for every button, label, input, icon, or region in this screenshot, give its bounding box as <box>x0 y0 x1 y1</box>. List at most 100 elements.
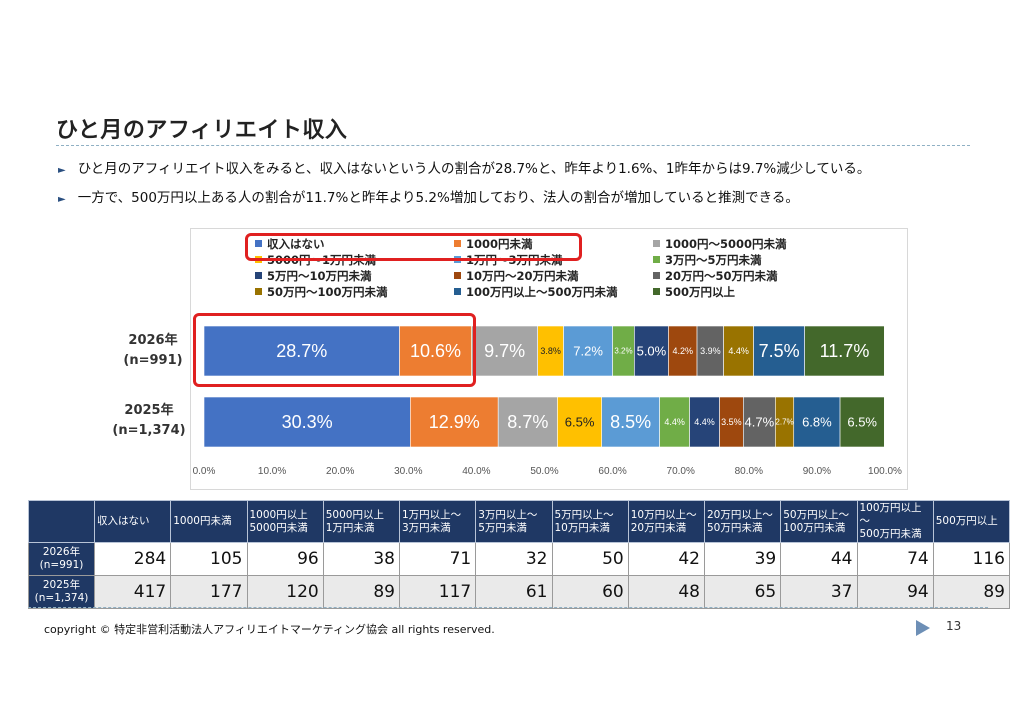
category-label-2026: 2026年 (n=991) <box>108 331 198 371</box>
legend-swatch <box>653 256 660 263</box>
legend-swatch <box>653 288 660 295</box>
data-label: 4.7% <box>745 415 775 430</box>
table-column-header: 5万円以上～ 10万円未満 <box>551 500 629 543</box>
stacked-bar-chart: 収入はない 1000円未満 1000円～5000円未満 5000円～1万円未満 1万円～… <box>190 228 908 490</box>
table-cell: 284 <box>93 542 172 576</box>
legend-label: 3万円～5万円未満 <box>665 253 762 267</box>
bar-segment <box>203 325 400 377</box>
table-column-header: 1000円未満 <box>170 500 248 543</box>
bullet-1-text: ひと月のアフィリエイト収入をみると、収入はないという人の割合が28.7%と、昨年… <box>77 161 871 177</box>
table-cell: 117 <box>398 575 477 609</box>
legend-item: 500万円以上 <box>653 284 735 300</box>
data-label: 4.4% <box>728 346 749 356</box>
table-cell: 417 <box>93 575 172 609</box>
legend-swatch <box>653 240 660 247</box>
x-tick-label: 20.0% <box>326 466 354 477</box>
table-cell: 42 <box>627 542 706 576</box>
bar-segment <box>634 325 669 377</box>
legend-swatch <box>454 288 461 295</box>
x-tick-label: 100.0% <box>868 466 902 477</box>
category-label-2026-n: (n=991) <box>123 353 183 368</box>
x-tick-label: 80.0% <box>735 466 763 477</box>
slide-title: ひと月のアフィリエイト収入 <box>56 118 348 143</box>
data-label: 6.5% <box>847 415 877 430</box>
table-column-header: 500万円以上 <box>932 500 1011 543</box>
table-row-header: 2025年 (n=1,374) <box>28 575 95 609</box>
bar-segment <box>563 325 613 377</box>
bar-segment <box>659 396 690 448</box>
table-cell: 116 <box>932 542 1011 576</box>
x-tick-label: 30.0% <box>394 466 422 477</box>
data-label: 6.8% <box>802 415 832 430</box>
data-label: 4.2% <box>672 346 693 356</box>
legend-label: 100万円以上～500万円未満 <box>466 285 618 299</box>
table-column-header: 収入はない <box>93 500 172 543</box>
table-cell: 50 <box>551 542 629 576</box>
category-label-2026-year: 2026年 <box>128 333 178 348</box>
legend-item: 3万円～5万円未満 <box>653 252 762 268</box>
table-cell: 96 <box>246 542 324 576</box>
bar-segment <box>668 325 698 377</box>
x-tick-label: 60.0% <box>598 466 626 477</box>
legend-label: 10万円～20万円未満 <box>466 269 579 283</box>
bar-segment <box>601 396 660 448</box>
table-corner-cell <box>28 500 95 543</box>
legend-swatch <box>653 272 660 279</box>
legend-swatch <box>255 288 262 295</box>
data-label: 10.6% <box>410 341 461 361</box>
data-label: 3.5% <box>721 417 742 427</box>
legend-item: 20万円～50万円未満 <box>653 268 778 284</box>
legend-item: 50万円～100万円未満 <box>255 284 388 300</box>
table-cell: 44 <box>780 542 858 576</box>
x-tick-label: 40.0% <box>462 466 490 477</box>
legend-swatch <box>454 240 461 247</box>
legend-label: 1000円未満 <box>466 237 533 251</box>
next-arrow-icon[interactable] <box>916 620 930 636</box>
legend-swatch <box>454 272 461 279</box>
table-column-header: 100万円以上～ 500万円未満 <box>856 500 934 543</box>
table-cell: 177 <box>170 575 248 609</box>
data-label: 8.7% <box>507 412 548 432</box>
bullet-arrow-icon: ► <box>58 165 66 176</box>
bar-segment <box>410 396 499 448</box>
bar-segment <box>537 325 564 377</box>
bullet-arrow-icon: ► <box>58 194 66 205</box>
table-column-header: 3万円以上～ 5万円未満 <box>475 500 553 543</box>
table-cell: 71 <box>398 542 477 576</box>
data-label: 7.2% <box>573 344 603 359</box>
data-label: 4.4% <box>664 417 685 427</box>
bar-highlight-box <box>193 313 476 387</box>
data-table: 収入はない 1000円未満 1000円以上 5000円未満 5000円以上 1万円未満… <box>28 500 1011 609</box>
data-label: 28.7% <box>276 341 327 361</box>
title-divider <box>56 145 970 146</box>
data-label: 7.5% <box>759 341 800 361</box>
data-label: 5.0% <box>637 344 667 359</box>
chart-plot: 28.7% 10.6% 9.7% 3.8% 7.2% 3.2% 5.0% 4.2% 3.9% 4.… <box>193 325 902 477</box>
bar-segment <box>497 396 558 448</box>
table-cell: 120 <box>246 575 324 609</box>
table-cell: 38 <box>322 542 401 576</box>
data-label: 30.3% <box>282 412 333 432</box>
category-label-2025: 2025年 (n=1,374) <box>104 401 194 441</box>
table-cell: 60 <box>551 575 629 609</box>
legend-item: 1000円～5000円未満 <box>653 236 787 252</box>
data-label: 8.5% <box>610 412 651 432</box>
legend-item: 100万円以上～500万円未満 <box>454 284 618 300</box>
legend-highlight-box <box>245 233 582 261</box>
data-label: 11.7% <box>820 341 870 361</box>
copyright-text: copyright © 特定非営利活動法人アフィリエイトマーケティング協会 al… <box>44 623 495 636</box>
table-cell: 74 <box>856 542 934 576</box>
data-label: 4.4% <box>694 417 715 427</box>
legend-swatch <box>255 272 262 279</box>
table-header-row: 収入はない 1000円未満 1000円以上 5000円未満 5000円以上 1万円未満… <box>28 500 1011 543</box>
table-column-header: 1000円以上 5000円未満 <box>246 500 324 543</box>
table-cell: 32 <box>475 542 553 576</box>
legend-label: 500万円以上 <box>665 285 736 299</box>
table-cell: 65 <box>703 575 782 609</box>
legend-label: 5万円～10万円未満 <box>267 269 372 283</box>
bullet-2: ► 一方で、500万円以上ある人の割合が11.7%と昨年より5.2%増加しており、… <box>58 186 799 206</box>
bar-segment <box>723 325 754 377</box>
table-column-header: 5000円以上 1万円未満 <box>322 500 401 543</box>
table-cell: 48 <box>627 575 706 609</box>
data-label: 2.7% <box>775 418 793 427</box>
